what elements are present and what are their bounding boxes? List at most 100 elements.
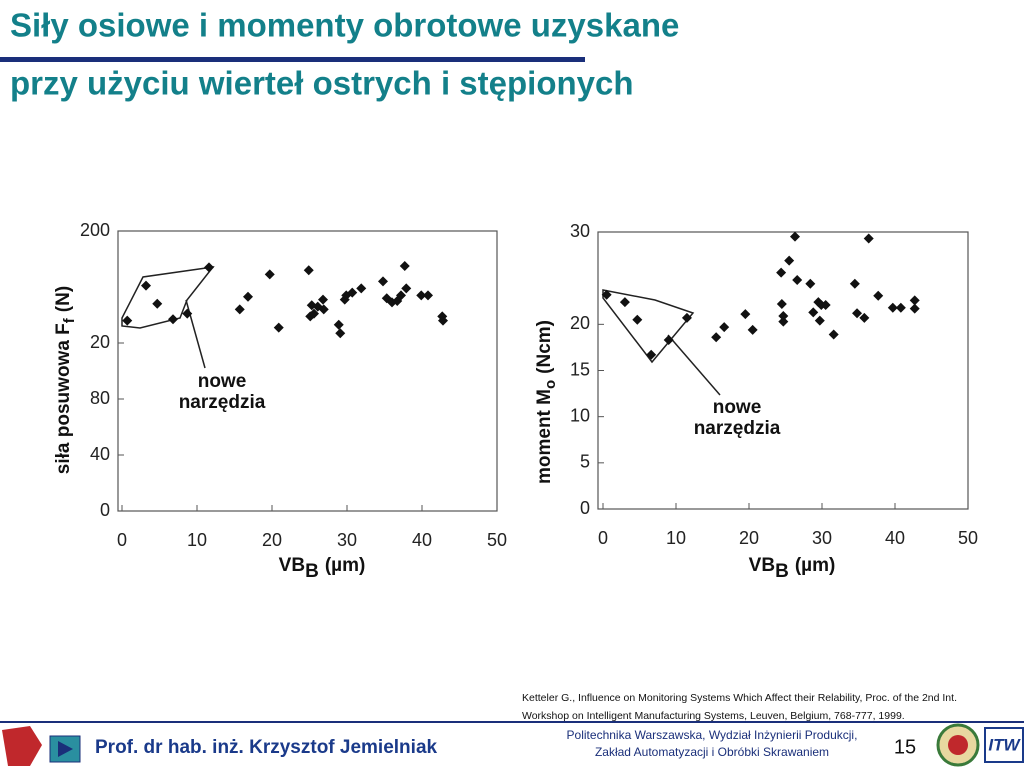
- point: [423, 290, 433, 301]
- point: [318, 304, 329, 315]
- y-axis-label-part: moment M: [534, 389, 555, 484]
- point: [152, 298, 163, 309]
- point: [778, 316, 789, 327]
- outline: [602, 289, 695, 364]
- y-tick-label: 30: [570, 221, 590, 241]
- footer-line: [0, 721, 1024, 723]
- point: [740, 309, 751, 320]
- point: [601, 289, 612, 300]
- x-axis-label-part: (µm): [795, 555, 836, 576]
- point: [820, 299, 831, 310]
- y-tick-label: 0: [100, 500, 110, 520]
- point: [318, 294, 328, 305]
- x-axis-label-part: (µm): [325, 555, 366, 576]
- point: [805, 278, 816, 289]
- point: [849, 278, 860, 289]
- y-tick-label: 10: [570, 405, 590, 425]
- y-tick-label: 200: [80, 220, 110, 240]
- point: [873, 290, 884, 301]
- point: [863, 233, 874, 244]
- point: [808, 307, 819, 318]
- x-tick-label: 20: [739, 528, 759, 548]
- point: [792, 275, 803, 286]
- institution: Politechnika Warszawska, Wydział Inżynie…: [567, 728, 858, 742]
- x-axis-label-part: VB: [749, 555, 775, 576]
- y-tick-label: 20: [570, 313, 590, 333]
- point: [909, 303, 920, 314]
- slide-title: przy użyciu wierteł ostrych i stępionych: [10, 65, 634, 102]
- arrow: [667, 334, 721, 396]
- point: [416, 290, 427, 301]
- point: [438, 315, 448, 326]
- point: [399, 261, 410, 271]
- point: [859, 312, 870, 323]
- point: [243, 291, 253, 302]
- point: [681, 312, 692, 323]
- point: [619, 297, 630, 308]
- x-tick-label: 50: [487, 530, 507, 550]
- y-axis-label-part: o: [542, 380, 559, 389]
- point: [122, 315, 133, 326]
- x-tick-label: 0: [117, 530, 127, 550]
- point: [309, 308, 319, 319]
- point: [396, 290, 406, 301]
- annotation: nowe: [198, 371, 247, 392]
- plot-frame: [117, 230, 498, 512]
- point: [204, 262, 214, 273]
- x-axis-label: VBB (µm): [749, 555, 836, 582]
- point: [909, 295, 920, 306]
- y-axis-label-part: f: [61, 317, 78, 323]
- x-tick-label: 0: [598, 528, 608, 548]
- y-tick-label: 0: [580, 498, 590, 518]
- title-underline: [0, 57, 585, 62]
- point: [719, 322, 730, 333]
- point: [776, 299, 787, 310]
- x-tick-label: 40: [885, 528, 905, 548]
- annotation: narzędzia: [694, 418, 781, 439]
- citation: Ketteler G., Influence on Monitoring Sys…: [522, 692, 957, 704]
- y-tick-label: 5: [580, 452, 590, 472]
- page-number: 15: [894, 736, 916, 758]
- point: [347, 287, 358, 298]
- point: [663, 335, 674, 346]
- annotation: nowe: [713, 397, 762, 418]
- x-axis-label: VBB (µm): [279, 555, 366, 582]
- point: [264, 269, 275, 280]
- point: [852, 308, 863, 319]
- point: [646, 349, 657, 360]
- institution: Zakład Automatyzacji i Obróbki Skrawanie…: [595, 745, 829, 759]
- point: [378, 276, 388, 287]
- point: [778, 311, 789, 322]
- logo-text: ITW: [988, 735, 1021, 754]
- point: [335, 328, 346, 339]
- x-axis-label-part: B: [305, 561, 319, 582]
- y-axis-label: moment Mo (Ncm): [534, 320, 559, 484]
- point: [168, 314, 178, 325]
- annotation: narzędzia: [179, 392, 266, 413]
- logo: [984, 727, 1024, 763]
- x-axis-label-part: VB: [279, 555, 305, 576]
- point: [632, 314, 643, 325]
- y-axis-label-part: (N): [53, 286, 74, 312]
- x-tick-label: 20: [262, 530, 282, 550]
- logo: [2, 726, 42, 766]
- logo: [948, 735, 968, 755]
- x-tick-label: 10: [666, 528, 686, 548]
- citation: Workshop on Intelligent Manufacturing Sy…: [522, 710, 905, 722]
- point: [828, 329, 839, 340]
- x-tick-label: 40: [412, 530, 432, 550]
- author: Prof. dr hab. inż. Krzysztof Jemielniak: [95, 737, 438, 758]
- point: [234, 304, 245, 315]
- y-tick-label: 15: [570, 359, 590, 379]
- point: [303, 265, 314, 276]
- point: [273, 322, 284, 333]
- point: [182, 308, 193, 319]
- x-tick-label: 10: [187, 530, 207, 550]
- point: [776, 267, 787, 278]
- x-axis-label-part: B: [775, 561, 789, 582]
- point: [401, 283, 412, 294]
- x-tick-label: 50: [958, 528, 978, 548]
- point: [895, 302, 906, 313]
